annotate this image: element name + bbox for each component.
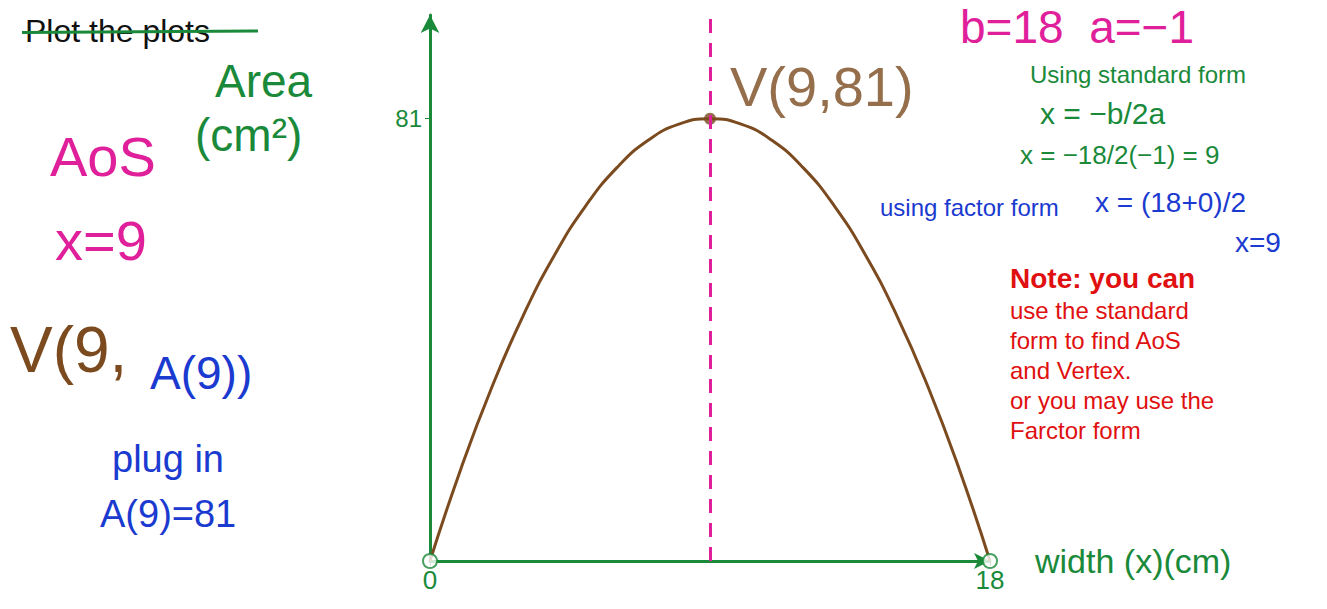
svg-text:Area: Area bbox=[215, 55, 313, 107]
svg-text:and Vertex.: and Vertex. bbox=[1010, 357, 1131, 384]
svg-text:A(9)=81: A(9)=81 bbox=[100, 493, 236, 535]
svg-text:A(9)): A(9)) bbox=[150, 347, 252, 399]
svg-text:using factor form: using factor form bbox=[880, 194, 1059, 221]
svg-text:AoS: AoS bbox=[50, 125, 156, 188]
svg-text:0: 0 bbox=[423, 565, 437, 595]
svg-text:x = (18+0)/2: x = (18+0)/2 bbox=[1095, 187, 1246, 218]
svg-text:x = −b/2a: x = −b/2a bbox=[1040, 97, 1165, 130]
svg-text:Plot the plots: Plot the plots bbox=[25, 13, 210, 49]
svg-text:x=9: x=9 bbox=[55, 209, 147, 272]
svg-text:V(9,81): V(9,81) bbox=[730, 55, 914, 118]
svg-text:x=9: x=9 bbox=[1235, 227, 1281, 258]
svg-text:width (x)(cm): width (x)(cm) bbox=[1034, 542, 1231, 580]
svg-text:Using standard form: Using standard form bbox=[1030, 61, 1246, 88]
svg-text:Farctor form: Farctor form bbox=[1010, 417, 1141, 444]
svg-text:b=18 a=−1: b=18 a=−1 bbox=[960, 1, 1194, 53]
svg-text:V(9,: V(9, bbox=[10, 314, 127, 386]
svg-text:plug in: plug in bbox=[112, 438, 224, 480]
svg-text:(cm²): (cm²) bbox=[195, 109, 302, 161]
svg-text:81: 81 bbox=[395, 105, 422, 132]
svg-text:18: 18 bbox=[976, 565, 1005, 595]
svg-text:x = −18/2(−1) = 9: x = −18/2(−1) = 9 bbox=[1020, 140, 1219, 170]
svg-text:use the standard: use the standard bbox=[1010, 297, 1189, 324]
svg-text:form to find AoS: form to find AoS bbox=[1010, 327, 1181, 354]
svg-text:or you may use the: or you may use the bbox=[1010, 387, 1214, 414]
svg-text:Note: you can: Note: you can bbox=[1010, 263, 1195, 294]
